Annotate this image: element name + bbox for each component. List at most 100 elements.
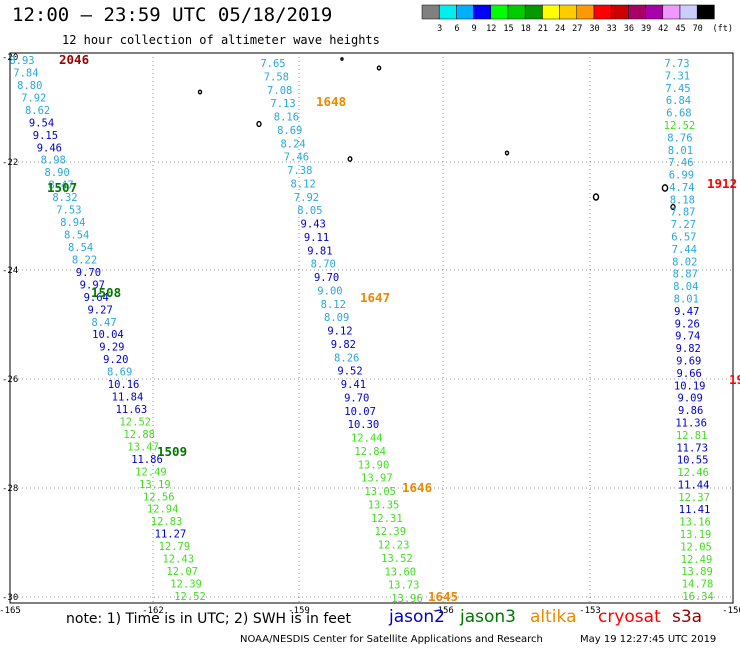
wave-height-value: 8.02: [672, 256, 697, 268]
page-subtitle: 12 hour collection of altimeter wave hei…: [62, 33, 380, 47]
wave-height-value: 7.92: [21, 92, 46, 104]
wave-height-value: 9.41: [341, 379, 366, 391]
wave-height-value: 8.01: [674, 294, 699, 306]
wave-height-value: 12.79: [159, 541, 191, 553]
wave-height-value: 9.26: [675, 318, 700, 330]
wave-height-value: 4.74: [669, 182, 694, 194]
wave-height-value: 8.80: [17, 80, 42, 92]
track-middle: 7.657.587.087.138.168.698.247.467.388.12…: [260, 58, 422, 605]
lon-label: -159: [288, 606, 310, 616]
wave-height-value: 7.87: [670, 207, 695, 219]
colorbar-unit-label: (ft): [713, 24, 733, 34]
wave-height-value: 8.16: [274, 112, 299, 124]
wave-height-value: 11.27: [155, 529, 187, 541]
lat-label: -28: [2, 484, 18, 494]
wave-height-value: 8.47: [91, 317, 116, 329]
wave-height-value: 7.73: [664, 58, 689, 70]
wave-height-value: 8.04: [673, 281, 698, 293]
footer-note: note: 1) Time is in UTC; 2) SWH is in fe…: [66, 611, 352, 627]
wave-height-value: 13.16: [679, 517, 711, 529]
wave-height-value: 8.93: [9, 55, 34, 67]
wave-height-value: 10.04: [92, 329, 124, 341]
wave-height-value: 8.76: [667, 132, 692, 144]
wave-height-value: 9.82: [676, 343, 701, 355]
wave-height-value: 11.84: [112, 392, 144, 404]
wave-height-value: 9.74: [675, 331, 700, 343]
wave-height-value: 11.44: [678, 479, 710, 491]
wave-height-value: 8.05: [297, 205, 322, 217]
colorbar-tick-label: 70: [693, 24, 703, 34]
wave-height-value: 13.05: [364, 486, 396, 498]
legend-jason2: jason2: [389, 607, 445, 627]
wave-height-value: 9.54: [29, 117, 54, 129]
wave-height-value: 8.70: [311, 259, 336, 271]
wave-height-value: 6.68: [666, 108, 691, 120]
colorbar-tick-label: 24: [555, 24, 565, 34]
wave-height-value: 8.69: [107, 367, 132, 379]
wave-height-value: 9.43: [301, 219, 326, 231]
wave-height-value: 9.70: [314, 272, 339, 284]
colorbar-tick-label: 15: [503, 24, 513, 34]
wave-height-value: 7.31: [665, 70, 690, 82]
colorbar-tick-label: 45: [675, 24, 685, 34]
colorbar-tick-label: 21: [538, 24, 548, 34]
wave-height-colorbar: 3 6 9 12 15 18 21 24 27 30 33 36 39 42 45 70 (ft): [421, 4, 733, 34]
wave-height-value: 12.46: [677, 467, 709, 479]
wave-height-value: 12.49: [135, 466, 167, 478]
wave-height-value: 8.62: [25, 105, 50, 117]
wave-height-value: 7.13: [270, 98, 295, 110]
wave-height-value: 8.26: [334, 352, 359, 364]
wave-height-value: 12.83: [151, 516, 183, 528]
wave-height-value: 9.82: [331, 339, 356, 351]
wave-height-value: 7.53: [56, 205, 81, 217]
wave-height-value: 12.49: [681, 554, 713, 566]
colorbar-tick-label: 36: [624, 24, 634, 34]
wave-height-value: 8.09: [324, 312, 349, 324]
wave-height-value: 12.44: [351, 433, 383, 445]
lon-label: -150: [722, 606, 740, 616]
wave-height-value: 8.22: [72, 254, 97, 266]
wave-height-value: 12.94: [147, 504, 179, 516]
wave-height-value: 8.98: [41, 155, 66, 167]
wave-height-value: 13.19: [680, 529, 712, 541]
wave-height-value: 12.81: [676, 430, 708, 442]
wave-height-value: 12.88: [123, 429, 155, 441]
wave-height-value: 11.41: [679, 504, 711, 516]
lat-label: -30: [2, 593, 18, 603]
colorbar-tick-label: 3: [437, 24, 442, 34]
wave-height-value: 12.39: [374, 526, 406, 538]
wave-height-value: 12.07: [166, 566, 198, 578]
lat-label: -24: [2, 266, 18, 276]
wave-height-value: 10.16: [108, 379, 140, 391]
pass-time-label: 1648: [316, 94, 346, 109]
wave-height-value: 8.32: [52, 192, 77, 204]
wave-height-value: 7.46: [668, 157, 693, 169]
colorbar-tick-label: 6: [454, 24, 459, 34]
wave-height-value: 7.84: [13, 67, 38, 79]
page-title: 12:00 – 23:59 UTC 05/18/2019: [12, 4, 333, 26]
wave-height-value: 12.52: [119, 416, 151, 428]
legend-altika: altika: [530, 607, 577, 627]
colorbar-tick-label: 9: [472, 24, 477, 34]
legend-cryosat: cryosat: [598, 607, 661, 627]
wave-height-value: 12.23: [378, 540, 410, 552]
wave-height-value: 8.47: [48, 180, 73, 192]
wave-height-value: 6.99: [669, 170, 694, 182]
wave-height-value: 7.92: [294, 192, 319, 204]
wave-height-value: 8.12: [321, 299, 346, 311]
wave-height-value: 13.90: [358, 459, 390, 471]
wave-height-value: 12.84: [354, 446, 386, 458]
track-west: 8.937.848.807.928.629.549.159.468.988.90…: [9, 55, 205, 603]
pass-time-label: 1646: [402, 480, 432, 495]
wave-height-value: 8.90: [45, 167, 70, 179]
island-outline: [670, 203, 676, 211]
wave-height-value: 7.46: [284, 152, 309, 164]
lon-label: -153: [579, 606, 601, 616]
wave-height-value: 9.64: [84, 292, 109, 304]
island-outline: [592, 193, 600, 201]
island-outline: [661, 184, 669, 192]
colorbar-tick-label: 30: [589, 24, 599, 34]
lon-label: -156: [432, 606, 454, 616]
wave-height-value: 13.60: [384, 566, 416, 578]
island-outline: [340, 57, 344, 61]
